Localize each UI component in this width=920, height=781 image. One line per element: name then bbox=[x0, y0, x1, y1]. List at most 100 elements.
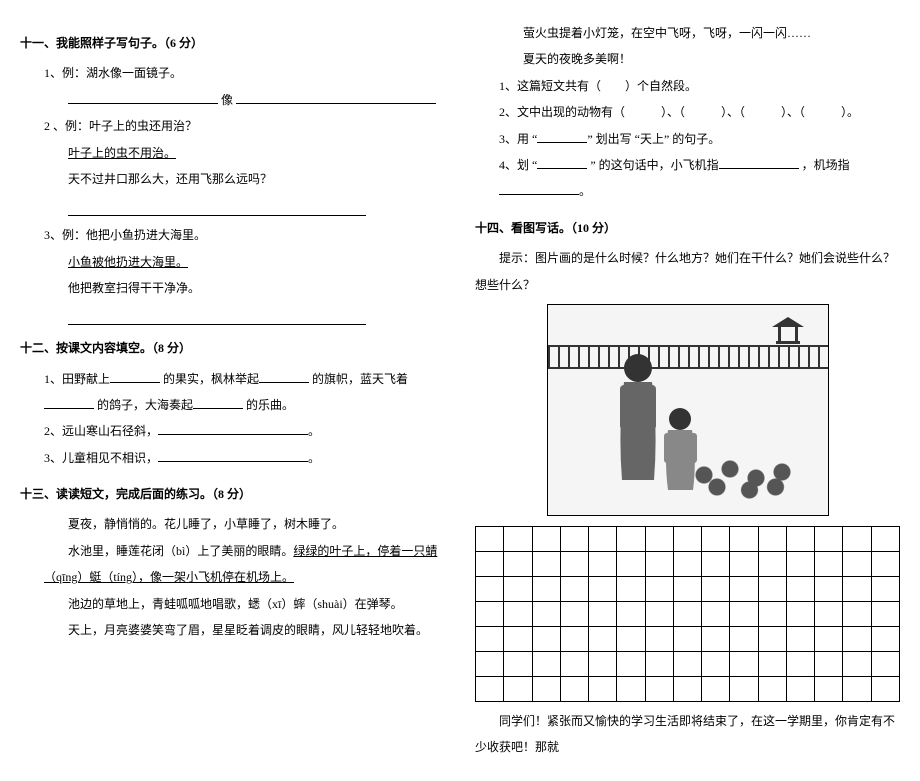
grid-cell[interactable] bbox=[702, 526, 730, 551]
blank[interactable] bbox=[499, 182, 579, 195]
grid-cell[interactable] bbox=[560, 676, 588, 701]
grid-cell[interactable] bbox=[786, 601, 814, 626]
blank[interactable] bbox=[259, 370, 309, 383]
grid-cell[interactable] bbox=[617, 626, 645, 651]
grid-cell[interactable] bbox=[617, 651, 645, 676]
grid-cell[interactable] bbox=[758, 676, 786, 701]
grid-cell[interactable] bbox=[871, 601, 899, 626]
grid-cell[interactable] bbox=[560, 526, 588, 551]
grid-cell[interactable] bbox=[560, 626, 588, 651]
grid-cell[interactable] bbox=[589, 676, 617, 701]
grid-cell[interactable] bbox=[645, 551, 673, 576]
grid-cell[interactable] bbox=[532, 651, 560, 676]
grid-cell[interactable] bbox=[730, 676, 758, 701]
grid-cell[interactable] bbox=[843, 676, 871, 701]
grid-cell[interactable] bbox=[673, 576, 701, 601]
blank[interactable] bbox=[193, 396, 243, 409]
grid-cell[interactable] bbox=[504, 651, 532, 676]
grid-cell[interactable] bbox=[843, 526, 871, 551]
grid-cell[interactable] bbox=[589, 526, 617, 551]
blank[interactable] bbox=[236, 91, 436, 104]
grid-cell[interactable] bbox=[815, 626, 843, 651]
grid-cell[interactable] bbox=[730, 576, 758, 601]
grid-cell[interactable] bbox=[702, 601, 730, 626]
grid-cell[interactable] bbox=[560, 576, 588, 601]
grid-cell[interactable] bbox=[645, 576, 673, 601]
grid-cell[interactable] bbox=[476, 576, 504, 601]
blank[interactable] bbox=[68, 91, 218, 104]
blank[interactable] bbox=[537, 156, 587, 169]
grid-cell[interactable] bbox=[843, 601, 871, 626]
grid-cell[interactable] bbox=[560, 601, 588, 626]
grid-cell[interactable] bbox=[871, 651, 899, 676]
grid-cell[interactable] bbox=[815, 551, 843, 576]
grid-cell[interactable] bbox=[673, 676, 701, 701]
grid-cell[interactable] bbox=[476, 676, 504, 701]
grid-cell[interactable] bbox=[702, 626, 730, 651]
grid-cell[interactable] bbox=[673, 651, 701, 676]
grid-cell[interactable] bbox=[843, 651, 871, 676]
answer-blank-line[interactable] bbox=[68, 198, 366, 216]
blank[interactable] bbox=[158, 449, 308, 462]
grid-cell[interactable] bbox=[645, 626, 673, 651]
grid-cell[interactable] bbox=[476, 601, 504, 626]
grid-cell[interactable] bbox=[532, 601, 560, 626]
grid-cell[interactable] bbox=[589, 651, 617, 676]
grid-cell[interactable] bbox=[871, 526, 899, 551]
grid-cell[interactable] bbox=[871, 676, 899, 701]
grid-cell[interactable] bbox=[589, 551, 617, 576]
grid-cell[interactable] bbox=[786, 676, 814, 701]
grid-cell[interactable] bbox=[673, 526, 701, 551]
grid-cell[interactable] bbox=[504, 526, 532, 551]
grid-cell[interactable] bbox=[815, 651, 843, 676]
grid-cell[interactable] bbox=[730, 526, 758, 551]
grid-cell[interactable] bbox=[476, 626, 504, 651]
grid-cell[interactable] bbox=[730, 626, 758, 651]
grid-cell[interactable] bbox=[758, 626, 786, 651]
grid-cell[interactable] bbox=[532, 576, 560, 601]
grid-cell[interactable] bbox=[702, 551, 730, 576]
grid-cell[interactable] bbox=[786, 626, 814, 651]
grid-cell[interactable] bbox=[504, 601, 532, 626]
grid-cell[interactable] bbox=[504, 676, 532, 701]
grid-cell[interactable] bbox=[532, 676, 560, 701]
grid-cell[interactable] bbox=[532, 526, 560, 551]
grid-cell[interactable] bbox=[815, 526, 843, 551]
answer-blank-line[interactable] bbox=[68, 307, 366, 325]
grid-cell[interactable] bbox=[815, 576, 843, 601]
grid-cell[interactable] bbox=[476, 651, 504, 676]
grid-cell[interactable] bbox=[786, 551, 814, 576]
grid-cell[interactable] bbox=[504, 576, 532, 601]
grid-cell[interactable] bbox=[589, 601, 617, 626]
grid-cell[interactable] bbox=[758, 601, 786, 626]
grid-cell[interactable] bbox=[645, 676, 673, 701]
grid-cell[interactable] bbox=[730, 601, 758, 626]
grid-cell[interactable] bbox=[560, 651, 588, 676]
grid-cell[interactable] bbox=[786, 651, 814, 676]
grid-cell[interactable] bbox=[758, 576, 786, 601]
grid-cell[interactable] bbox=[589, 576, 617, 601]
blank[interactable] bbox=[537, 130, 587, 143]
grid-cell[interactable] bbox=[617, 676, 645, 701]
grid-cell[interactable] bbox=[702, 576, 730, 601]
grid-cell[interactable] bbox=[702, 676, 730, 701]
grid-cell[interactable] bbox=[645, 651, 673, 676]
grid-cell[interactable] bbox=[730, 551, 758, 576]
grid-cell[interactable] bbox=[673, 551, 701, 576]
grid-cell[interactable] bbox=[476, 551, 504, 576]
blank[interactable] bbox=[110, 370, 160, 383]
grid-cell[interactable] bbox=[871, 576, 899, 601]
grid-cell[interactable] bbox=[815, 601, 843, 626]
grid-cell[interactable] bbox=[843, 576, 871, 601]
grid-cell[interactable] bbox=[589, 626, 617, 651]
grid-cell[interactable] bbox=[476, 526, 504, 551]
grid-cell[interactable] bbox=[617, 601, 645, 626]
grid-cell[interactable] bbox=[758, 551, 786, 576]
grid-cell[interactable] bbox=[871, 551, 899, 576]
blank[interactable] bbox=[719, 156, 799, 169]
grid-cell[interactable] bbox=[673, 601, 701, 626]
grid-cell[interactable] bbox=[843, 551, 871, 576]
grid-cell[interactable] bbox=[758, 526, 786, 551]
grid-cell[interactable] bbox=[758, 651, 786, 676]
grid-cell[interactable] bbox=[560, 551, 588, 576]
